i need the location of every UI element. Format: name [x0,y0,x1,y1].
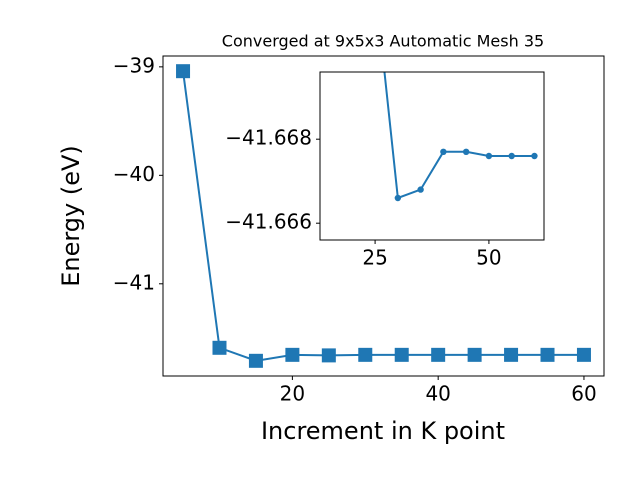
series-line [383,72,535,200]
marker [358,347,373,362]
marker [485,152,493,160]
marker [576,347,591,362]
marker [467,347,482,362]
x-tick-label: 25 [362,246,387,270]
x-tick-label: 40 [425,382,450,406]
marker [531,152,538,160]
marker [462,148,470,155]
marker [417,186,424,193]
plot [383,72,538,202]
axes-frame [162,55,605,377]
marker [504,347,519,362]
marker [248,353,263,368]
marker [394,347,409,362]
marker [285,347,300,362]
marker [431,347,446,362]
x-axis-label: Increment in K point [261,417,505,445]
marker [440,148,447,155]
marker [540,347,555,362]
marker [176,64,191,79]
y-axis-label: Energy (eV) [57,145,85,287]
y-tick-label: −41 [113,270,155,294]
marker [321,348,336,363]
x-tick-label: 60 [571,382,596,406]
y-tick-label: −40 [113,162,155,186]
x-tick-label: 50 [476,246,501,270]
x-tick-label: 20 [280,382,305,406]
plot [176,64,591,368]
y-tick-label: −41.666 [225,210,312,234]
marker [212,340,227,355]
marker [508,152,515,160]
marker [394,194,402,202]
chart-title: Converged at 9x5x3 Automatic Mesh 35 [222,32,544,51]
y-tick-label: −39 [113,53,155,77]
axes-frame [319,71,545,241]
y-tick-label: −41.668 [225,126,312,150]
